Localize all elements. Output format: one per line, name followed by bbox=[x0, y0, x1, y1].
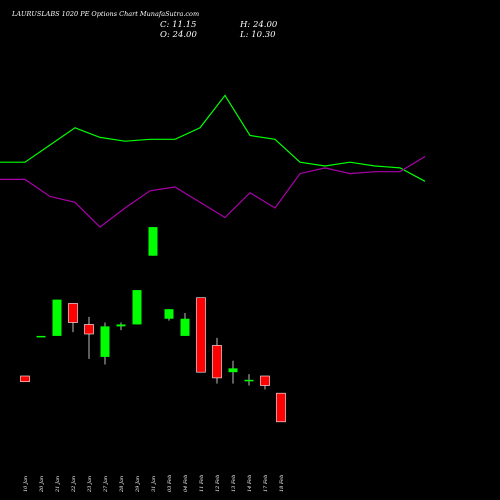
x-tick-label: 17 Feb bbox=[263, 475, 269, 492]
x-tick-label: 31 Jan bbox=[151, 476, 157, 492]
x-tick-label: 11 Feb bbox=[199, 475, 205, 492]
x-tick-label: 23 Jan bbox=[87, 476, 93, 493]
lower-band-line bbox=[0, 155, 426, 228]
candle-body bbox=[20, 375, 30, 383]
candle-body bbox=[116, 324, 126, 327]
candle bbox=[116, 322, 126, 331]
candle-body bbox=[276, 392, 286, 423]
candle bbox=[100, 322, 110, 365]
x-tick-label: 14 Feb bbox=[247, 475, 253, 492]
candle bbox=[132, 290, 142, 325]
low-value: L: 10.30 bbox=[239, 30, 276, 40]
x-tick-label: 28 Jan bbox=[119, 476, 125, 493]
candlestick-series bbox=[20, 227, 286, 423]
open-value: O: 24.00 bbox=[160, 30, 197, 40]
upper-band-line bbox=[0, 94, 426, 182]
chart-title: LAURUSLABS 1020 PE Options Chart MunafaS… bbox=[11, 10, 199, 18]
x-tick-label: 03 Feb bbox=[167, 475, 173, 492]
candle bbox=[276, 392, 286, 423]
candle bbox=[20, 375, 30, 383]
candle-body bbox=[212, 345, 222, 379]
candle-body bbox=[52, 299, 62, 336]
candle bbox=[52, 299, 62, 336]
x-tick-label: 12 Feb bbox=[215, 475, 221, 492]
candle bbox=[164, 309, 174, 321]
candle bbox=[68, 303, 78, 333]
high-value: H: 24.00 bbox=[239, 20, 278, 30]
x-tick-label: 13 Feb bbox=[231, 475, 237, 492]
candle-body bbox=[228, 368, 238, 373]
x-tick-label: 22 Jan bbox=[71, 476, 77, 493]
x-tick-label: 27 Jan bbox=[103, 476, 109, 493]
candle-body bbox=[68, 303, 78, 323]
candle bbox=[84, 316, 94, 359]
candle bbox=[196, 297, 206, 373]
x-axis-tick-labels: 10 Jan 20 Jan 21 Jan 22 Jan 23 Jan 27 Jan 28 J… bbox=[23, 475, 285, 493]
close-value: C: 11.15 bbox=[160, 20, 196, 30]
candle bbox=[36, 335, 46, 338]
candle-body bbox=[244, 379, 254, 382]
candle-body bbox=[196, 297, 206, 373]
candle-body bbox=[164, 309, 174, 319]
candle-body bbox=[180, 318, 190, 336]
candle bbox=[244, 374, 254, 386]
candle-body bbox=[148, 227, 158, 256]
x-tick-label: 20 Jan bbox=[39, 476, 45, 493]
candle bbox=[228, 360, 238, 384]
price-bands bbox=[0, 94, 426, 228]
x-tick-label: 29 Jan bbox=[135, 476, 141, 493]
candle-body bbox=[36, 335, 46, 338]
x-tick-label: 04 Feb bbox=[183, 475, 189, 492]
x-tick-label: 10 Jan bbox=[23, 476, 29, 492]
x-tick-label: 21 Jan bbox=[55, 476, 61, 493]
x-tick-label: 18 Feb bbox=[279, 475, 285, 492]
candle-body bbox=[84, 324, 94, 335]
candle-body bbox=[100, 326, 110, 357]
candle bbox=[148, 227, 158, 256]
candle bbox=[212, 337, 222, 384]
candle-body bbox=[260, 375, 270, 386]
candle bbox=[180, 313, 190, 336]
candle-body bbox=[132, 290, 142, 325]
candle bbox=[260, 375, 270, 390]
